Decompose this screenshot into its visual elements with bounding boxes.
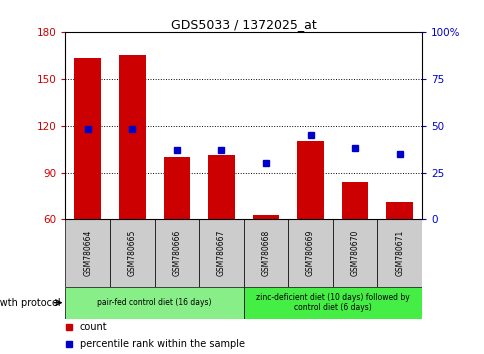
Bar bbox=[332, 219, 377, 287]
Text: GSM780668: GSM780668 bbox=[261, 230, 270, 276]
Bar bbox=[119, 55, 145, 219]
Text: count: count bbox=[79, 321, 107, 332]
Bar bbox=[208, 155, 234, 219]
Title: GDS5033 / 1372025_at: GDS5033 / 1372025_at bbox=[170, 18, 316, 31]
Text: GSM780667: GSM780667 bbox=[216, 230, 226, 276]
Bar bbox=[243, 287, 421, 319]
Bar bbox=[65, 287, 243, 319]
Bar bbox=[243, 219, 287, 287]
Bar bbox=[287, 219, 332, 287]
Text: growth protocol: growth protocol bbox=[0, 298, 60, 308]
Bar bbox=[385, 202, 412, 219]
Text: GSM780664: GSM780664 bbox=[83, 230, 92, 276]
Text: GSM780666: GSM780666 bbox=[172, 230, 181, 276]
Bar bbox=[65, 219, 110, 287]
Text: GSM780671: GSM780671 bbox=[394, 230, 403, 276]
Bar bbox=[199, 219, 243, 287]
Bar bbox=[163, 157, 190, 219]
Text: percentile rank within the sample: percentile rank within the sample bbox=[79, 339, 244, 349]
Bar bbox=[252, 215, 279, 219]
Bar bbox=[297, 141, 323, 219]
Bar bbox=[377, 219, 421, 287]
Text: zinc-deficient diet (10 days) followed by
control diet (6 days): zinc-deficient diet (10 days) followed b… bbox=[256, 293, 409, 312]
Bar bbox=[74, 58, 101, 219]
Text: pair-fed control diet (16 days): pair-fed control diet (16 days) bbox=[97, 298, 212, 307]
Text: GSM780665: GSM780665 bbox=[128, 230, 136, 276]
Bar bbox=[110, 219, 154, 287]
Text: GSM780670: GSM780670 bbox=[350, 230, 359, 276]
Bar bbox=[154, 219, 199, 287]
Bar bbox=[341, 182, 368, 219]
Text: GSM780669: GSM780669 bbox=[305, 230, 315, 276]
